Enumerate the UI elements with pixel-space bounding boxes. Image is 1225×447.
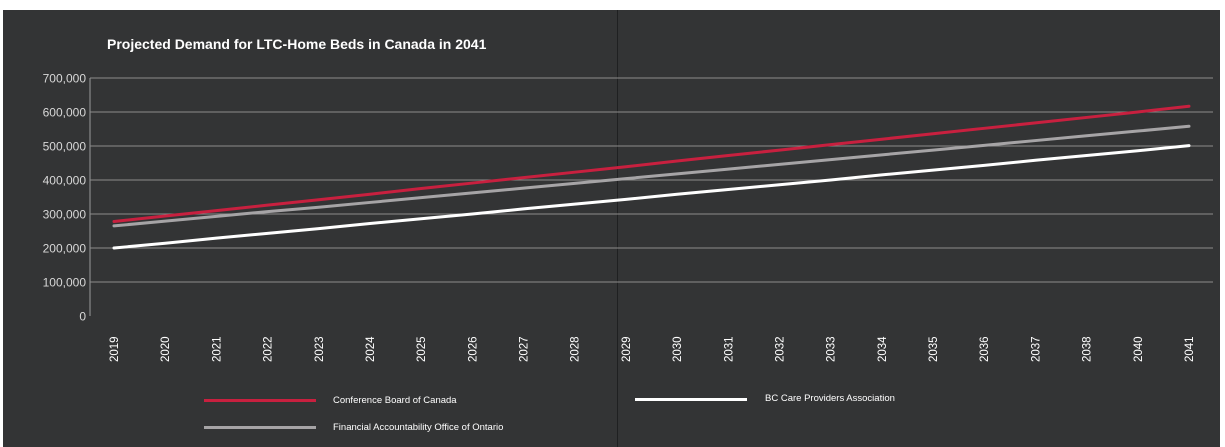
x-tick-label: 2026: [467, 336, 479, 362]
x-tick-label: 2031: [723, 336, 735, 362]
x-tick-label: 2038: [1082, 336, 1094, 362]
x-tick-label: 2035: [928, 336, 940, 362]
x-axis-ticks: 2019 2020 2021 2022 2023 2024 2025 2026 2027 2028…: [109, 336, 1196, 362]
x-tick-label: 2022: [263, 336, 275, 362]
x-tick-label: 2041: [1184, 336, 1196, 362]
y-tick-label: 400,000: [43, 174, 87, 188]
legend-label-bc-care: BC Care Providers Association: [765, 393, 895, 404]
series-fao-ontario: [112, 124, 1191, 228]
panel-divider: [617, 10, 618, 447]
x-tick-label: 2036: [979, 336, 991, 362]
x-tick-label: 2029: [621, 336, 633, 362]
x-tick-label: 2037: [1030, 336, 1042, 362]
grid-layer: [89, 77, 1213, 316]
y-tick-label: 0: [79, 310, 86, 324]
chart-title: Projected Demand for LTC-Home Beds in Ca…: [107, 36, 487, 52]
series-conference-board: [112, 104, 1191, 223]
legend-label-fao-ontario: Financial Accountability Office of Ontar…: [333, 422, 504, 433]
x-tick-label: 2030: [672, 336, 684, 362]
x-tick-label: 2024: [365, 336, 377, 362]
y-tick-label: 700,000: [43, 72, 87, 86]
legend-swatch-conference-board: [204, 399, 316, 402]
legend-swatch-fao-ontario: [204, 426, 316, 429]
y-tick-label: 100,000: [43, 276, 87, 290]
x-tick-label: 2021: [211, 336, 223, 362]
y-tick-label: 300,000: [43, 208, 87, 222]
series-layer: [112, 104, 1191, 250]
y-tick-label: 600,000: [43, 106, 87, 120]
series-bc-care: [112, 144, 1191, 250]
x-tick-label: 2027: [519, 336, 531, 362]
line-chart: 0 100,000 200,000 300,000 400,000 500,000 600,…: [43, 72, 1213, 362]
x-tick-label: 2020: [160, 336, 172, 362]
x-tick-label: 2033: [826, 336, 838, 362]
y-tick-label: 500,000: [43, 140, 87, 154]
x-tick-label: 2040: [1133, 336, 1145, 362]
x-tick-label: 2023: [314, 336, 326, 362]
x-tick-label: 2032: [774, 336, 786, 362]
x-tick-label: 2019: [109, 336, 121, 362]
legend-swatch-bc-care: [635, 398, 747, 401]
x-tick-label: 2025: [416, 336, 428, 362]
legend-label-conference-board: Conference Board of Canada: [333, 395, 457, 406]
y-tick-label: 200,000: [43, 242, 87, 256]
chart-panel: Projected Demand for LTC-Home Beds in Ca…: [3, 10, 1220, 447]
x-tick-label: 2028: [570, 336, 582, 362]
y-axis-ticks: 0 100,000 200,000 300,000 400,000 500,000 600,…: [43, 72, 87, 324]
x-tick-label: 2034: [877, 336, 889, 362]
